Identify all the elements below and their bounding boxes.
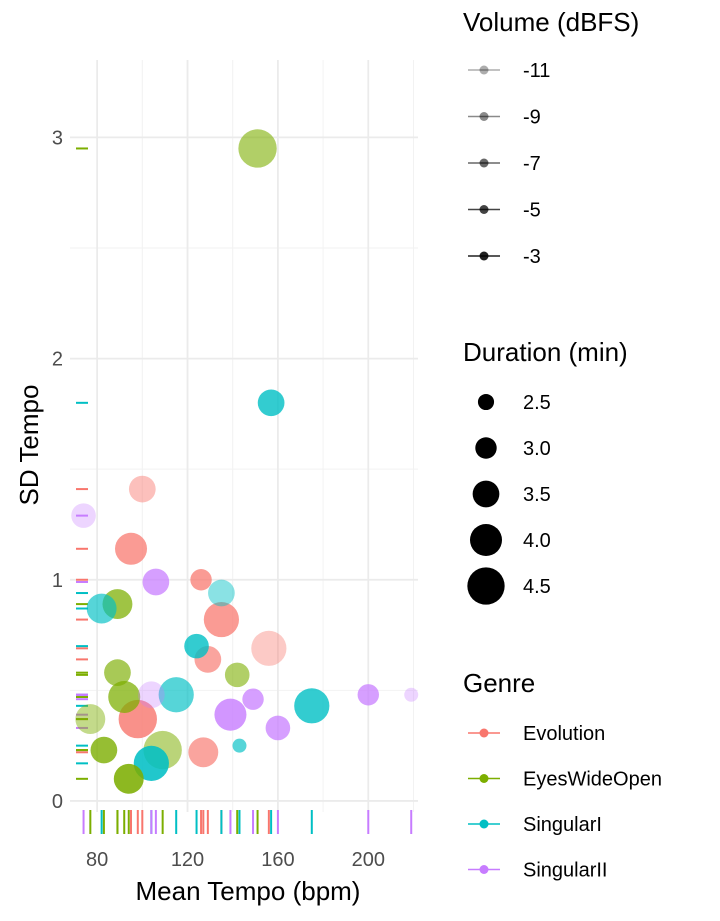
legend-volume: Volume (dBFS) -11 -9 -7 -5 -3 [463, 7, 639, 268]
point-eyeswideopen [104, 659, 131, 687]
legend-genre-label-evolution: Evolution [523, 723, 605, 745]
legend-duration-label: 4.0 [523, 530, 551, 552]
legend-genre-label-eyeswideopen: EyesWideOpen [523, 769, 662, 791]
point-singularii [71, 503, 96, 528]
legend-volume-key [479, 65, 489, 75]
legend-volume-key [479, 112, 489, 121]
legend-duration-key [472, 480, 500, 508]
x-tick-label: 80 [86, 849, 108, 871]
legend-duration-key [469, 523, 503, 557]
point-singulari [294, 688, 330, 724]
legend-volume-label: -11 [523, 60, 550, 82]
point-evolution [115, 532, 148, 565]
legend-genre-key-evolution [479, 728, 489, 738]
legend-duration-label: 3.0 [523, 438, 551, 460]
point-evolution [188, 737, 219, 768]
y-tick-label: 1 [52, 570, 63, 592]
point-singularii [404, 687, 419, 702]
y-tick-label: 0 [52, 791, 63, 813]
legend-genre-label-singularii: SingularII [523, 860, 608, 882]
point-eyeswideopen [108, 680, 141, 713]
point-singulari [208, 579, 235, 607]
point-singulari [158, 677, 194, 713]
point-singularii [142, 568, 170, 596]
point-singulari [86, 593, 117, 624]
point-evolution [128, 475, 156, 503]
legend-genre-key-singularii [479, 865, 489, 874]
legend-genre-title: Genre [463, 668, 535, 698]
legend-volume-title: Volume (dBFS) [463, 7, 639, 37]
point-eyeswideopen [224, 662, 250, 688]
point-evolution [251, 630, 287, 666]
legend-volume-label: -9 [523, 107, 541, 129]
x-tick-label: 200 [352, 849, 385, 871]
y-axis-title: SD Tempo [14, 385, 44, 506]
legend-volume-label: -7 [523, 153, 541, 175]
y-tick-label: 3 [52, 127, 63, 149]
data-points [71, 129, 419, 794]
legend-genre: Genre Evolution EyesWideOpen SingularI Sing… [463, 668, 662, 882]
point-singulari [133, 745, 169, 781]
x-axis-title: Mean Tempo (bpm) [136, 876, 361, 906]
legend-genre-key-eyeswideopen [479, 774, 489, 783]
legend-duration-key [467, 567, 505, 605]
legend-duration-label: 3.5 [523, 484, 551, 506]
legend-duration-label: 4.5 [523, 576, 551, 598]
point-evolution [190, 569, 212, 591]
point-eyeswideopen [90, 736, 118, 764]
axis-ticks: 80 120 160 200 0 1 2 3 [52, 127, 385, 871]
point-singulari [257, 389, 285, 417]
legend-volume-key [479, 158, 489, 168]
y-tick-label: 2 [52, 349, 63, 371]
x-tick-label: 120 [171, 849, 204, 871]
point-singulari [184, 633, 209, 659]
point-singularii [265, 715, 291, 741]
legend-duration-label: 2.5 [523, 392, 551, 414]
legend-volume-key [479, 205, 489, 214]
legend-duration-title: Duration (min) [463, 337, 628, 367]
point-singulari [232, 738, 247, 753]
legend-volume-key [479, 251, 489, 261]
rug-marks [76, 147, 413, 834]
point-singularii [137, 681, 165, 709]
legend-genre-label-singulari: SingularI [523, 814, 602, 836]
legend-duration-key [475, 437, 497, 459]
point-eyeswideopen [113, 763, 144, 794]
point-eyeswideopen [75, 704, 106, 735]
legend-volume-label: -5 [523, 200, 541, 222]
point-singularii [242, 688, 264, 710]
point-evolution [203, 601, 240, 638]
legend-duration-key [477, 393, 495, 411]
legend-duration: Duration (min) 2.5 3.0 3.5 4.0 4.5 [463, 337, 628, 605]
legend-volume-label: -3 [523, 246, 541, 268]
grid-lines [70, 60, 418, 812]
legend-genre-key-singulari [479, 819, 489, 829]
point-singularii [357, 684, 379, 706]
point-singularii [214, 698, 247, 731]
x-tick-label: 160 [261, 849, 294, 871]
point-eyeswideopen [238, 129, 277, 168]
